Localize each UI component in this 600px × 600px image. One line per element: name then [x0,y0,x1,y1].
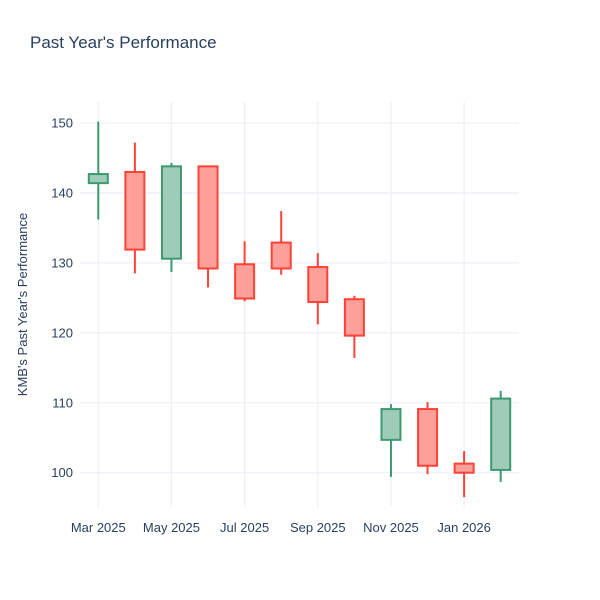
candle-body [234,263,256,300]
candle-body [160,165,182,260]
candle-jul-2025[interactable] [234,241,256,302]
x-tick-label: Jul 2025 [220,520,269,535]
candle-dec-2025[interactable] [417,402,439,475]
candle-body [124,170,146,251]
candle-body [417,408,439,467]
candle-apr-2025[interactable] [124,142,146,274]
y-axis-title: KMB's Past Year's Performance [15,213,30,396]
x-tick-label: Jan 2026 [437,520,491,535]
candle-aug-2025[interactable] [270,211,292,275]
y-tick-label: 150 [51,115,73,130]
candle-feb-2026[interactable] [490,390,512,482]
candle-body [307,266,329,304]
candle-body [87,173,109,185]
candle-body [453,462,475,474]
candle-body [343,298,365,337]
candle-oct-2025[interactable] [343,295,365,359]
x-tick-label: Mar 2025 [71,520,126,535]
candle-sep-2025[interactable] [307,253,329,325]
x-tick-label: May 2025 [143,520,200,535]
x-tick-label: Nov 2025 [363,520,419,535]
y-tick-label: 100 [51,465,73,480]
candle-body [197,165,219,270]
y-axis-tick-labels: 100 110 120 130 140 150 [51,115,73,480]
gridlines [80,102,519,507]
candle-may-2025[interactable] [160,162,182,272]
candle-jun-2025[interactable] [197,165,219,288]
y-axis-title-text: KMB's Past Year's Performance [15,213,30,396]
chart-title: Past Year's Performance [30,33,217,52]
candle-body [380,408,402,441]
candle-jan-2026[interactable] [453,451,475,498]
y-tick-label: 130 [51,255,73,270]
y-tick-label: 140 [51,185,73,200]
candle-mar-2025[interactable] [87,121,109,220]
y-tick-label: 110 [52,395,73,410]
candle-body [490,397,512,471]
y-tick-label: 120 [51,325,73,340]
candle-body [270,241,292,270]
candles-layer [87,121,512,498]
x-axis-tick-labels: Mar 2025 May 2025 Jul 2025 Sep 2025 Nov 2025… [71,520,491,535]
x-tick-label: Sep 2025 [290,520,346,535]
candle-nov-2025[interactable] [380,404,402,477]
